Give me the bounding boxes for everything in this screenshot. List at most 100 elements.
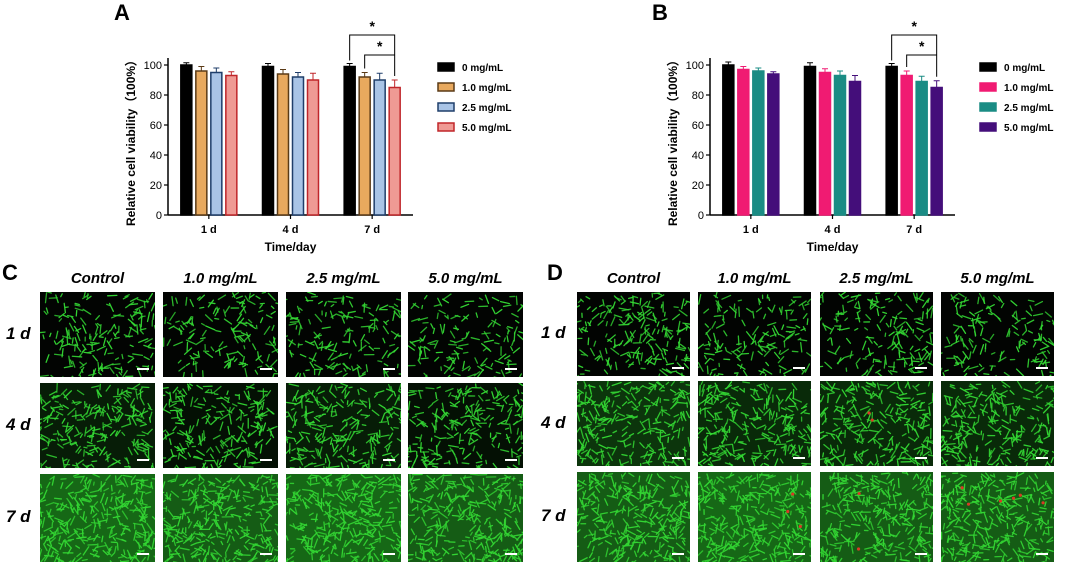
bar: [276, 73, 290, 216]
cell-texture: [163, 383, 278, 468]
cell-texture: [820, 381, 933, 466]
cell-texture: [408, 293, 523, 377]
column-header: Control: [70, 270, 125, 287]
cell-texture: [698, 472, 811, 562]
panel-letter-a: A: [114, 0, 130, 25]
scale-bar: [672, 553, 684, 555]
fluorescence-micrograph: [941, 292, 1054, 376]
x-tick-label: 4 d: [283, 224, 299, 236]
cell-texture: [40, 292, 155, 377]
scale-bar: [383, 553, 395, 555]
legend-label: 5.0 mg/mL: [462, 123, 511, 134]
fluorescence-micrograph: [408, 292, 523, 377]
y-tick-label: 0: [698, 210, 704, 222]
y-axis-label: Relative cell viability（100%）: [665, 54, 680, 226]
bar: [722, 64, 735, 216]
scale-bar: [915, 457, 927, 459]
fluorescence-micrograph: [40, 474, 155, 562]
bar: [900, 74, 913, 216]
scale-bar: [793, 553, 805, 555]
significance-star: *: [911, 18, 917, 34]
bar: [225, 74, 238, 216]
bar: [737, 68, 750, 216]
scale-bar: [1036, 457, 1048, 459]
cell-texture: [941, 381, 1054, 466]
y-tick-label: 60: [692, 120, 704, 132]
x-tick-label: 4 d: [825, 224, 841, 236]
row-label: 1 d: [541, 323, 566, 342]
scale-bar: [260, 553, 272, 555]
cell-texture: [163, 292, 278, 377]
y-tick-label: 100: [686, 60, 704, 72]
scale-bar: [505, 368, 517, 370]
bar: [291, 76, 305, 216]
fluorescence-micrograph: [941, 381, 1054, 466]
bar: [358, 76, 371, 216]
row-label: 7 d: [541, 506, 566, 525]
significance-bracket: [906, 54, 937, 67]
fluorescence-micrograph: [40, 383, 155, 468]
cell-texture: [286, 292, 401, 377]
fluorescence-micrograph: [698, 381, 811, 466]
scale-bar: [137, 459, 149, 461]
fluorescence-micrograph: [577, 472, 690, 562]
x-tick-label: 7 d: [906, 224, 922, 236]
y-axis-label: Relative cell viability（100%）: [123, 54, 138, 226]
x-tick-label: 1 d: [743, 224, 759, 236]
bar: [818, 71, 832, 216]
scale-bar: [1036, 367, 1048, 369]
significance-star: *: [919, 38, 925, 54]
x-tick-label: 7 d: [364, 224, 380, 236]
x-tick-label: 1 d: [201, 224, 217, 236]
y-tick-label: 20: [692, 180, 704, 192]
y-tick-label: 60: [150, 120, 162, 132]
scale-bar: [672, 457, 684, 459]
cell-texture: [698, 292, 811, 376]
row-label: 1 d: [6, 323, 31, 343]
scale-bar: [137, 368, 149, 370]
fluorescence-micrograph: [40, 292, 155, 377]
significance-bracket: [891, 34, 938, 77]
legend-label: 0 mg/mL: [1004, 63, 1045, 74]
cell-texture: [820, 472, 933, 562]
bar: [848, 80, 862, 216]
y-tick-label: 20: [150, 180, 162, 192]
cell-texture: [941, 472, 1054, 562]
scale-bar: [260, 368, 272, 370]
cell-texture: [820, 292, 933, 376]
fluorescence-micrograph: [577, 292, 690, 376]
cell-texture: [40, 474, 155, 562]
fluorescence-micrograph: [820, 472, 933, 562]
row-label: 4 d: [6, 414, 31, 434]
bar: [388, 86, 401, 216]
panel-letter-b: B: [652, 0, 668, 25]
legend-label: 1.0 mg/mL: [462, 83, 511, 94]
y-tick-label: 40: [692, 150, 704, 162]
legend-label: 2.5 mg/mL: [1004, 103, 1053, 114]
cell-texture: [408, 474, 523, 562]
fluorescence-micrograph: [941, 472, 1054, 562]
column-header: 2.5 mg/mL: [306, 270, 381, 287]
bar: [210, 71, 223, 216]
scale-bar: [260, 459, 272, 461]
chart-b: 0 20 40 60 80 100 1 d 4 d 7 d ** Time/day Relative …: [665, 18, 1053, 254]
bar: [261, 65, 275, 216]
legend-swatch: [437, 82, 455, 92]
scale-bar: [793, 367, 805, 369]
bar: [373, 79, 386, 216]
fluorescence-micrograph: [163, 383, 278, 468]
column-header: 5.0 mg/mL: [428, 270, 503, 287]
fluorescence-micrograph: [408, 383, 523, 468]
fluorescence-micrograph: [286, 474, 401, 562]
fluorescence-micrograph: [163, 292, 278, 377]
chart-a: 0 20 40 60 80 100 1 d 4 d 7 d ** Time/day Relative …: [123, 18, 511, 254]
scale-bar: [383, 459, 395, 461]
scale-bar: [672, 367, 684, 369]
row-label: 7 d: [6, 507, 31, 526]
cell-texture: [698, 381, 811, 466]
column-header: 2.5 mg/mL: [839, 270, 914, 287]
fluorescence-micrograph: [577, 381, 690, 466]
scale-bar: [915, 367, 927, 369]
cell-texture: [163, 474, 278, 562]
fluorescence-micrograph: [698, 292, 811, 376]
